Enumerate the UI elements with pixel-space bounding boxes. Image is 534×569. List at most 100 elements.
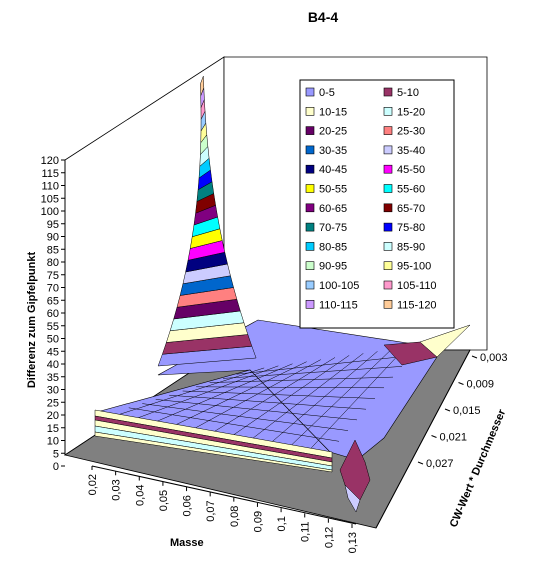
legend-swatch [383,203,393,213]
x-tick-label: 0,03 [111,479,123,500]
legend-box [299,79,455,329]
surface-grid-line [169,394,367,410]
legend-label: 45-50 [397,164,425,176]
legend-swatch [305,184,315,193]
legend-label: 115-120 [397,299,437,311]
legend-label: 40-45 [319,164,347,176]
legend-swatch [305,280,315,290]
legend-swatch [383,145,393,155]
x-axis-title: Masse [170,537,204,549]
surface-grid-line [232,355,350,436]
legend-label: 5-10 [397,87,419,99]
legend-label: 55-60 [397,184,425,196]
z-tick-label: 25 [47,397,59,409]
surface-corner-band [419,324,471,358]
x-axis-line [91,465,357,525]
legend-swatch [305,203,315,213]
x-tick-label: 0,09 [252,511,264,532]
z-tick-label: 10 [47,436,59,448]
surface-grid-line [182,390,376,399]
surface-grid-line [193,359,321,429]
legend-label: 10-15 [319,106,347,118]
z-tick-label: 50 [47,334,59,346]
y-axis-line [375,349,471,529]
surface-grid-line [135,365,279,419]
legend-swatch [305,107,315,116]
legend-label: 85-90 [397,241,425,253]
y-tick-mark [431,435,437,438]
legend-swatch [383,242,393,251]
chart-title: B4-4 [308,9,339,25]
surface-grid-line [142,403,349,431]
z-tick-label: 30 [47,385,59,397]
x-tick-label: 0,05 [158,490,170,511]
x-axis-ticks: 0,02 0,03 0,04 0,05 0,06 0,07 0,08 0,09 0,1 0,11 0… [87,466,359,553]
legend-label: 65-70 [397,203,425,215]
surface-grid-line [196,386,385,389]
legend: 0-5 5-10 10-15 15-20 20-25 25-30 30-35 35-40 40-… [299,79,455,329]
z-tick-label: 15 [47,423,59,435]
surface-grid-line [155,399,358,421]
legend-label: 60-65 [319,203,347,215]
legend-label: 25-30 [397,126,425,138]
z-tick-label: 55 [47,321,59,333]
legend-label: 35-40 [397,145,425,157]
legend-swatch [383,222,393,232]
legend-swatch [305,261,315,271]
y-tick-mark [444,408,451,412]
y-tick-mark [471,355,478,359]
surface-grid-line [223,366,403,379]
z-axis-ticks: 0510152025303540455055606570758085909510… [41,155,65,473]
y-axis-title: CW-Wert * Durchmesser [448,407,509,529]
legend-label: 20-25 [319,126,347,138]
surface-grid-line [128,407,340,442]
surface-grid-line [252,353,364,439]
z-tick-label: 85 [47,244,59,256]
x-tick-label: 0,1 [276,516,288,531]
legend-swatch [383,261,393,271]
surface-corner-band [344,484,361,513]
z-tick-label: 95 [47,219,59,231]
x-tick-label: 0,07 [205,500,217,521]
z-tick-label: 110 [41,181,59,193]
y-axis-ticks: 0,003 0,009 0,015 0,021 0,027 [417,352,508,470]
legend-swatch [305,242,315,251]
z-tick-label: 100 [41,206,59,218]
z-tick-label: 40 [47,359,59,371]
x-tick-label: 0,12 [323,527,335,548]
y-tick-label: 0,003 [480,352,508,364]
legend-label: 95-100 [397,261,431,273]
legend-label: 100-105 [319,280,359,292]
legend-label: 15-20 [397,106,425,118]
legend-swatch [305,164,315,174]
x-tick-label: 0,04 [134,485,146,506]
peak-band [200,75,205,96]
x-tick-label: 0,11 [300,521,312,542]
peak-spire [157,75,257,367]
legend-swatch [383,299,393,309]
legend-swatch [305,87,315,97]
y-tick-label: 0,015 [453,405,481,417]
surface-grid-line [155,363,293,423]
z-tick-label: 60 [47,308,59,320]
z-tick-label: 70 [47,283,59,295]
y-tick-label: 0,027 [426,458,454,470]
legend-swatch [383,184,393,193]
legend-label: 90-95 [319,261,347,273]
legend-label: 70-75 [319,222,347,234]
surface-grid-line [174,361,307,426]
y-tick-label: 0,021 [440,432,468,444]
x-tick-label: 0,06 [182,495,194,516]
surface-grid-line [209,376,394,383]
legend-label: 105-110 [397,280,437,292]
y-tick-mark [458,382,464,385]
z-tick-label: 75 [47,270,59,282]
z-tick-label: 20 [47,410,59,422]
z-tick-label: 115 [41,168,59,180]
legend-label: 30-35 [319,145,347,157]
z-tick-label: 45 [47,346,59,358]
legend-swatch [383,107,393,116]
surface-grid-line [116,367,265,416]
x-tick-label: 0,08 [229,506,241,527]
